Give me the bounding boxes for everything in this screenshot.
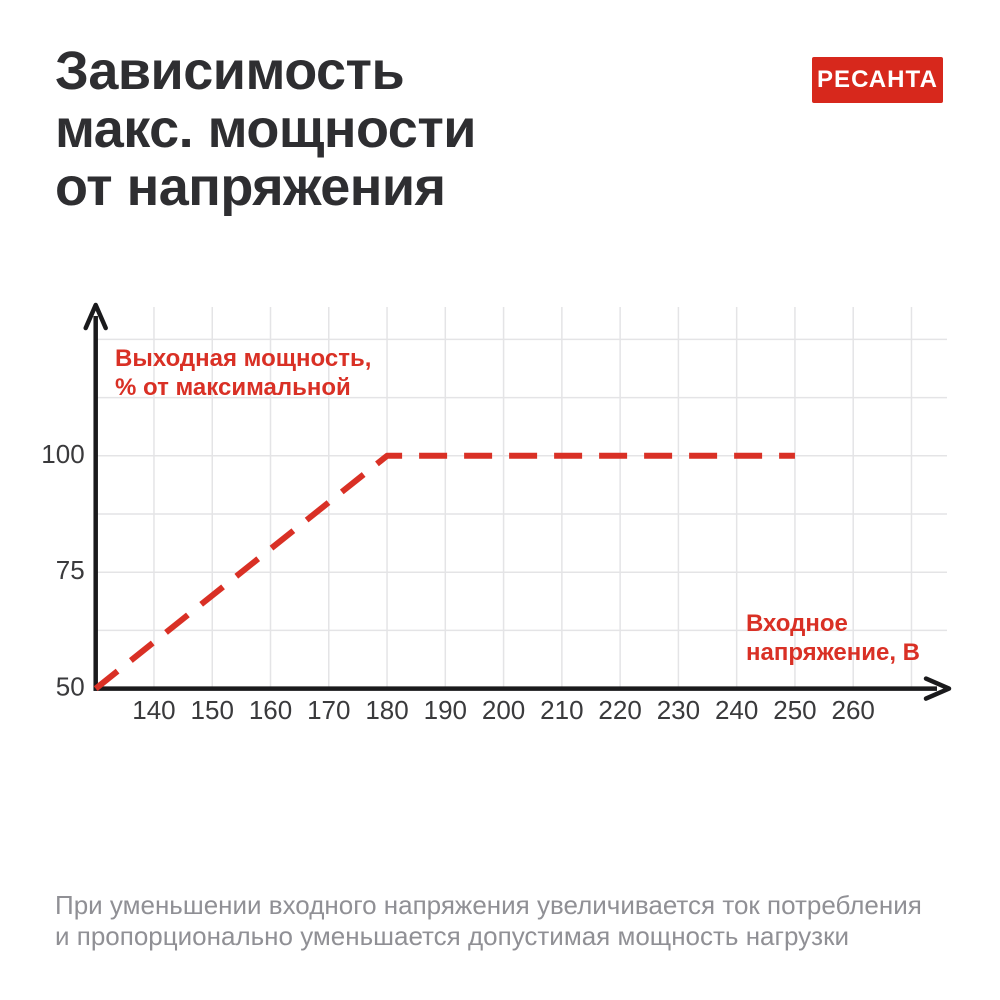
y-axis-arrow-icon: [83, 302, 108, 331]
x-tick-label: 240: [715, 695, 758, 725]
x-tick-label: 200: [482, 695, 525, 725]
footnote: При уменьшении входного напряжения увели…: [55, 890, 922, 951]
y-axis-title: Выходная мощность, % от максимальной: [115, 345, 372, 401]
x-tick-label: 210: [540, 695, 583, 725]
page-title: Зависимость макс. мощности от напряжения: [55, 41, 476, 217]
x-axis-title: Входное напряжение, В: [746, 610, 920, 666]
y-tick-label: 75: [56, 555, 85, 585]
x-tick-label: 150: [191, 695, 234, 725]
x-tick-label: 190: [424, 695, 467, 725]
x-tick-label: 180: [365, 695, 408, 725]
x-tick-label: 260: [832, 695, 875, 725]
logo-text: РЕСАНТА: [817, 66, 938, 93]
x-tick-label: 230: [657, 695, 700, 725]
x-tick-label: 140: [132, 695, 175, 725]
x-tick-label: 250: [773, 695, 816, 725]
x-tick-label: 170: [307, 695, 350, 725]
y-tick-label: 50: [56, 672, 85, 702]
resanta-logo: РЕСАНТА: [812, 57, 943, 103]
x-axis-arrow-icon: [923, 676, 952, 701]
series-line: [93, 452, 795, 691]
y-tick-label: 100: [41, 439, 84, 469]
x-tick-label: 160: [249, 695, 292, 725]
x-tick-label: 220: [598, 695, 641, 725]
